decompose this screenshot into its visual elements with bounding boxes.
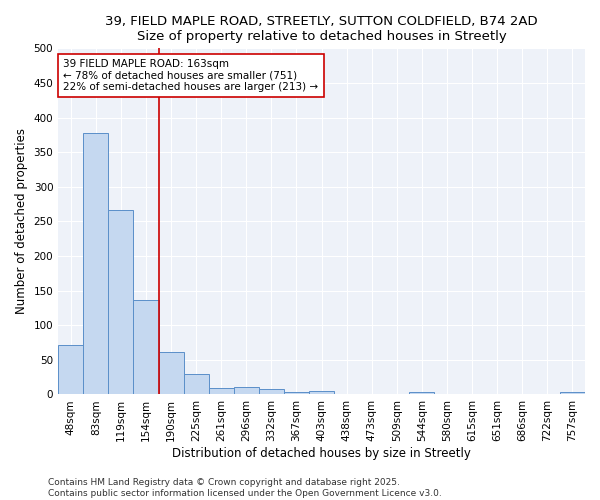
Title: 39, FIELD MAPLE ROAD, STREETLY, SUTTON COLDFIELD, B74 2AD
Size of property relat: 39, FIELD MAPLE ROAD, STREETLY, SUTTON C…: [105, 15, 538, 43]
Bar: [209, 388, 234, 394]
Text: 39 FIELD MAPLE ROAD: 163sqm
← 78% of detached houses are smaller (751)
22% of se: 39 FIELD MAPLE ROAD: 163sqm ← 78% of det…: [64, 58, 319, 92]
Bar: [560, 392, 585, 394]
Bar: [83, 134, 109, 394]
Bar: [234, 387, 259, 394]
Bar: [409, 392, 434, 394]
Text: Contains HM Land Registry data © Crown copyright and database right 2025.
Contai: Contains HM Land Registry data © Crown c…: [48, 478, 442, 498]
Bar: [109, 210, 133, 394]
Bar: [284, 392, 309, 394]
Bar: [259, 389, 284, 394]
Y-axis label: Number of detached properties: Number of detached properties: [15, 128, 28, 314]
Bar: [158, 352, 184, 395]
Bar: [133, 300, 158, 394]
Bar: [58, 344, 83, 395]
Bar: [309, 391, 334, 394]
X-axis label: Distribution of detached houses by size in Streetly: Distribution of detached houses by size …: [172, 447, 471, 460]
Bar: [184, 374, 209, 394]
